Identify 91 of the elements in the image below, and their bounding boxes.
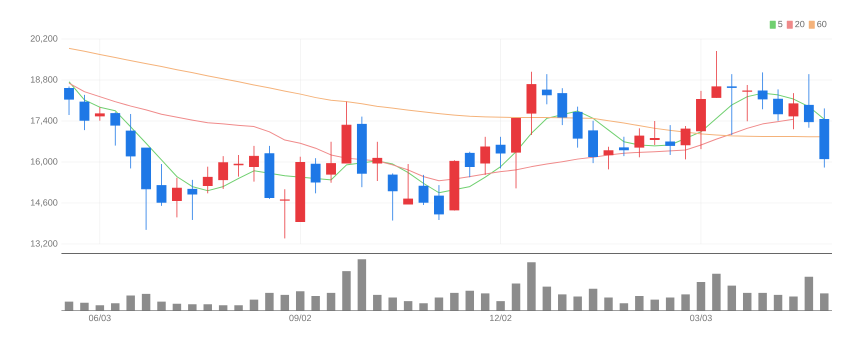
y-tick-label: 14,600	[30, 199, 58, 207]
candlestick	[372, 141, 382, 182]
bar	[373, 294, 382, 311]
candlestick	[711, 50, 722, 98]
candlestick	[310, 158, 321, 194]
bar	[388, 298, 397, 311]
candlestick	[94, 106, 105, 122]
bar	[419, 303, 428, 311]
y-tick-label: 20,200	[30, 35, 58, 43]
candlestick	[80, 94, 90, 130]
candlestick	[557, 88, 568, 126]
bar	[326, 292, 336, 311]
legend-label: 5	[778, 20, 782, 28]
candlestick	[634, 128, 644, 158]
candlestick	[326, 141, 336, 184]
candlestick	[650, 120, 660, 146]
candlestick	[110, 112, 120, 146]
bar	[64, 302, 74, 311]
bar	[542, 286, 552, 311]
bar	[742, 292, 752, 311]
bar	[265, 292, 274, 311]
bar	[666, 298, 674, 311]
y-tick-label: 17,400	[30, 117, 58, 125]
y-tick-label: 13,200	[30, 240, 58, 248]
bar	[126, 295, 135, 311]
bar	[789, 296, 798, 311]
y-tick-label: 18,800	[30, 76, 58, 84]
candlestick	[218, 156, 228, 190]
bar	[681, 294, 690, 311]
candlestick	[388, 173, 398, 221]
candlestick	[726, 74, 737, 136]
bar	[434, 298, 444, 311]
candlestick	[434, 184, 444, 220]
bar	[820, 293, 829, 311]
bar	[250, 300, 258, 311]
bar	[650, 300, 659, 311]
bar	[80, 302, 89, 311]
candlestick	[788, 92, 798, 130]
candlestick	[418, 174, 428, 206]
bar	[512, 284, 520, 311]
bar	[296, 291, 304, 311]
bar	[450, 292, 459, 311]
x-tick-label: 03/03	[690, 314, 712, 322]
bar	[280, 294, 290, 311]
candlestick	[618, 136, 629, 157]
bar	[404, 301, 412, 311]
candlestick	[234, 154, 244, 178]
bar	[111, 303, 120, 311]
bar	[527, 262, 536, 311]
candlestick	[64, 86, 74, 116]
candlestick	[403, 164, 414, 205]
bar	[172, 304, 182, 311]
candlestick	[665, 124, 676, 156]
candlestick	[804, 74, 814, 128]
bar	[635, 296, 644, 311]
x-tick-label: 09/02	[289, 314, 312, 322]
legend-label: 20	[795, 20, 804, 28]
bar	[758, 292, 767, 311]
candlestick	[249, 145, 259, 182]
candlestick	[680, 126, 690, 160]
candlestick	[187, 179, 198, 220]
bar	[558, 294, 566, 311]
bar	[728, 286, 736, 311]
legend-label: 60	[817, 20, 826, 28]
bar	[496, 301, 505, 311]
candlestick	[773, 88, 783, 122]
x-tick-label: 12/02	[490, 314, 512, 322]
candlestick	[542, 74, 552, 105]
candlestick	[202, 166, 213, 194]
bar	[774, 294, 782, 311]
bar	[358, 259, 366, 311]
bar	[804, 276, 814, 311]
candlestick	[604, 146, 614, 170]
candlestick	[758, 72, 768, 110]
bar	[311, 296, 320, 311]
bar	[480, 293, 490, 311]
candlestick	[496, 136, 506, 169]
bar	[620, 303, 628, 311]
candlestick	[156, 164, 166, 206]
bar	[712, 274, 721, 311]
candlestick	[464, 151, 475, 178]
candlestick	[172, 177, 182, 218]
x-tick-label: 06/03	[88, 314, 111, 322]
candlestick	[480, 136, 490, 176]
bar	[342, 271, 351, 311]
bar	[696, 282, 706, 311]
bar	[573, 296, 582, 311]
bar	[588, 288, 598, 311]
bar	[466, 290, 474, 311]
y-tick-label: 16,000	[30, 158, 58, 166]
bar	[142, 294, 150, 311]
